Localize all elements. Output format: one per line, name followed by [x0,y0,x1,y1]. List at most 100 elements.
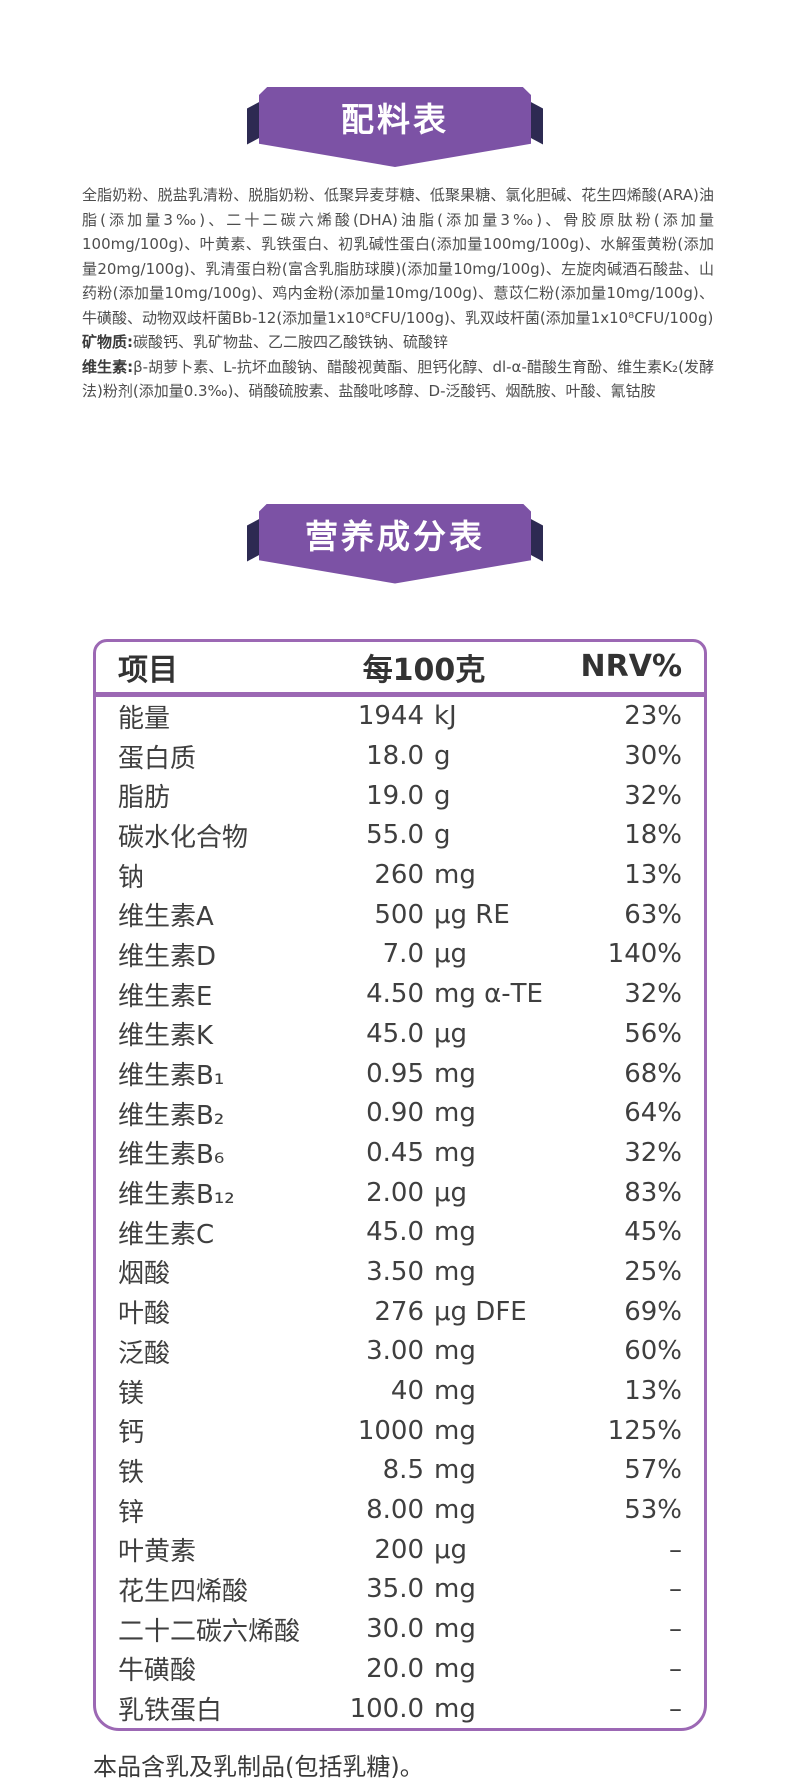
nutrient-name: 维生素B₂ [118,1100,225,1131]
table-row: 乳铁蛋白 100.0 mg – [96,1689,704,1729]
nutrient-name: 锌 [118,1497,145,1528]
table-row: 镁 40 mg 13% [96,1371,704,1411]
ingredients-banner: 配料表 [0,0,790,167]
nutrient-name: 乳铁蛋白 [118,1696,223,1727]
minerals-line: 矿物质:碳酸钙、乳矿物盐、乙二胺四乙酸铁钠、硫酸锌 [82,330,714,355]
nutrient-value: 35.0 [366,1574,424,1605]
nutrition-table: 项目 每100克 NRV% 能量 1944 kJ 23% 蛋白质 18.0 g 30% 脂肪 19… [93,638,707,1732]
nutrient-unit: mg [434,860,476,891]
nutrient-value: 4.50 [366,979,424,1010]
nutrient-value: 3.00 [366,1336,424,1367]
nutrient-value: 260 [374,860,424,891]
nutrient-value: 8.00 [366,1495,424,1526]
nutrient-nrv: 30% [624,741,682,772]
nutrient-nrv: 68% [624,1058,682,1089]
nutrient-name: 维生素D [118,941,217,972]
nutrient-nrv: 53% [624,1495,682,1526]
nutrient-unit: mg α-TE [434,979,543,1010]
nutrient-nrv: 23% [624,701,682,732]
nutrient-unit: mg [434,1495,476,1526]
nutrient-unit: mg [434,1455,476,1486]
nutrient-name: 维生素A [118,902,214,933]
table-row: 叶黄素 200 μg – [96,1530,704,1570]
table-row: 花生四烯酸 35.0 mg – [96,1570,704,1610]
table-row: 维生素B₁₂ 2.00 μg 83% [96,1173,704,1213]
nutrient-name: 烟酸 [118,1259,171,1290]
nutrient-nrv: – [669,1693,682,1724]
vitamins-label: 维生素: [82,357,134,376]
nutrient-name: 维生素B₁ [118,1061,225,1092]
nutrient-unit: mg [434,1415,476,1446]
table-row: 碳水化合物 55.0 g 18% [96,816,704,856]
nutrient-unit: g [434,820,451,851]
nutrient-value: 1944 [357,701,424,732]
nutrient-value: 19.0 [366,780,424,811]
nutrient-name: 脂肪 [118,783,171,814]
nutrient-name: 铁 [118,1457,145,1488]
nutrient-nrv: 63% [624,899,682,930]
nutrient-value: 0.45 [366,1137,424,1168]
nutrient-name: 二十二碳六烯酸 [118,1616,301,1647]
table-row: 二十二碳六烯酸 30.0 mg – [96,1609,704,1649]
nutrient-nrv: – [669,1653,682,1684]
nutrient-value: 20.0 [366,1653,424,1684]
nutrient-unit: mg [434,1256,476,1287]
table-row: 维生素E 4.50 mg α-TE 32% [96,974,704,1014]
nutrient-nrv: 25% [624,1256,682,1287]
nutrient-value: 1000 [357,1415,424,1446]
table-row: 维生素C 45.0 mg 45% [96,1212,704,1252]
nutrition-banner: 营养成分表 [0,503,790,584]
nutrient-nrv: 83% [624,1177,682,1208]
nutrient-unit: mg [434,1653,476,1684]
nutrient-value: 3.50 [366,1256,424,1287]
nutrient-name: 维生素B₁₂ [118,1180,235,1211]
nutrient-unit: mg [434,1574,476,1605]
table-row: 维生素A 500 μg RE 63% [96,895,704,935]
table-row: 维生素D 7.0 μg 140% [96,935,704,975]
nutrient-value: 100.0 [349,1693,424,1724]
table-row: 维生素B₂ 0.90 mg 64% [96,1093,704,1133]
nutrient-name: 牛磺酸 [118,1656,197,1687]
nutrient-name: 叶黄素 [118,1537,197,1568]
nutrient-unit: μg [434,1018,468,1049]
nutrient-name: 钙 [118,1418,145,1449]
header-per100g: 每100克 [362,652,486,688]
nutrient-nrv: – [669,1614,682,1645]
table-row: 叶酸 276 μg DFE 69% [96,1292,704,1332]
table-row: 钠 260 mg 13% [96,855,704,895]
nutrient-nrv: 45% [624,1217,682,1248]
nutrient-unit: mg [434,1693,476,1724]
nutrient-unit: g [434,741,451,772]
table-row: 蛋白质 18.0 g 30% [96,736,704,776]
nutrient-value: 200 [374,1534,424,1565]
nutrient-value: 8.5 [382,1455,424,1486]
nutrient-nrv: 32% [624,780,682,811]
nutrient-name: 维生素K [118,1021,214,1052]
table-row: 维生素B₁ 0.95 mg 68% [96,1054,704,1094]
ribbon: 营养成分表 [247,503,543,584]
nutrient-nrv: – [669,1534,682,1565]
nutrient-nrv: 18% [624,820,682,851]
table-row: 能量 1944 kJ 23% [96,697,704,737]
nutrient-name: 维生素B₆ [118,1140,225,1171]
nutrient-nrv: 56% [624,1018,682,1049]
table-row: 钙 1000 mg 125% [96,1411,704,1451]
nutrient-name: 钠 [118,862,145,893]
minerals-label: 矿物质: [82,333,133,351]
nutrient-value: 500 [374,899,424,930]
vitamins-value: β-胡萝卜素、L-抗坏血酸钠、醋酸视黄酯、胆钙化醇、dl-α-醋酸生育酚、维生素… [82,357,714,401]
nutrient-unit: mg [434,1336,476,1367]
nutrient-nrv: 60% [624,1336,682,1367]
nutrient-unit: mg [434,1137,476,1168]
nutrient-nrv: 32% [624,979,682,1010]
nutrient-name: 能量 [118,703,171,734]
table-row: 铁 8.5 mg 57% [96,1451,704,1491]
nutrient-name: 维生素C [118,1219,215,1250]
nutrient-nrv: 125% [607,1415,682,1446]
nutrient-value: 0.90 [366,1098,424,1129]
ingredients-banner-title: 配料表 [259,87,531,167]
nutrient-nrv: 13% [624,1376,682,1407]
nutrient-name: 蛋白质 [118,743,197,774]
header-item: 项目 [118,652,178,688]
nutrient-value: 45.0 [366,1217,424,1248]
